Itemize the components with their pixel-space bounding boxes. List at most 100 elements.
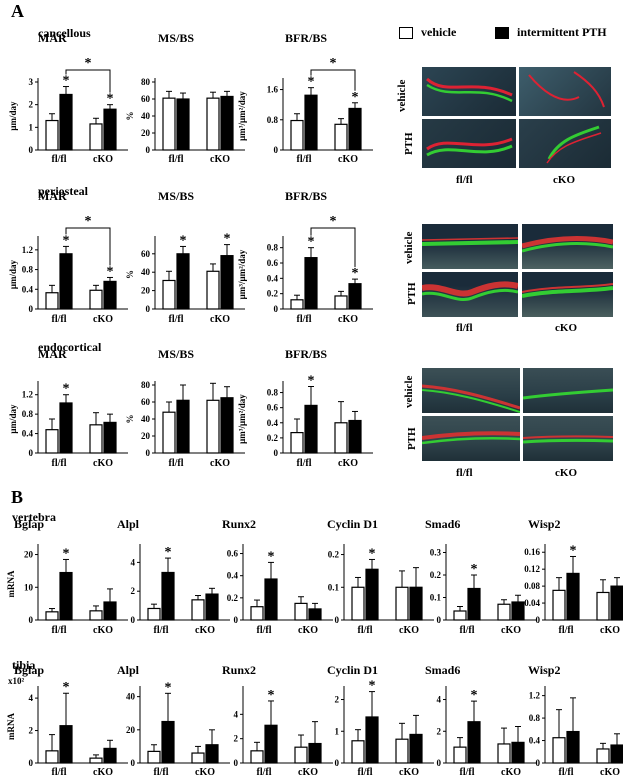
- y-tick-label: 0.8: [267, 388, 279, 398]
- bar-cKO-vehicle: [89, 757, 103, 764]
- category-label: fl/fl: [460, 625, 475, 636]
- bar-cKO-vehicle: [191, 599, 205, 621]
- micrograph-row-label-vehicle-2: vehicle: [403, 231, 415, 264]
- y-axis-label: μm³/μm²/day: [237, 91, 247, 141]
- chart-cancellous-mar: MAR 0 1 2 3 μm/day fl/fl cKO * * *: [8, 31, 128, 165]
- y-tick-label: 0.4: [529, 736, 541, 746]
- chart-title: MAR: [38, 189, 67, 203]
- micrograph-cancellous-pth-flfl: [421, 118, 517, 169]
- legend-vehicle-swatch: [399, 27, 413, 39]
- category-label: cKO: [399, 625, 419, 636]
- chart-title: Bglap: [14, 517, 44, 531]
- significance-star: *: [63, 382, 70, 397]
- bar-flfl-vehicle: [290, 432, 304, 454]
- significance-star: *: [180, 233, 187, 248]
- chart-vertebra-bglap: Bglap 0 10 20 mRNA fl/fl cKO *: [6, 517, 128, 636]
- micrograph-cancellous-vehicle-flfl: [421, 66, 517, 117]
- bar-cKO-vehicle: [334, 123, 348, 151]
- bar-flfl-vehicle: [162, 411, 176, 454]
- bracket-star: *: [85, 214, 92, 229]
- micrograph-col-label-cko-2: cKO: [555, 322, 577, 334]
- micrograph-col-label-cko-1: cKO: [553, 174, 575, 186]
- chart-title: Runx2: [222, 663, 256, 677]
- chart-title: Wisp2: [528, 663, 560, 677]
- category-label: fl/fl: [154, 767, 169, 778]
- y-tick-label: 0.2: [267, 433, 279, 443]
- chart-title: Runx2: [222, 517, 256, 531]
- bar-flfl-vehicle: [162, 97, 176, 151]
- bar-flfl-pth: [176, 253, 190, 310]
- bar-cKO-vehicle: [497, 743, 511, 764]
- y-tick-label: 0: [536, 758, 541, 768]
- y-tick-label: 40: [141, 414, 151, 424]
- bracket-star: *: [330, 214, 337, 229]
- y-tick-label: 20: [126, 725, 136, 735]
- category-label: fl/fl: [257, 767, 272, 778]
- y-tick-label: 0: [274, 304, 279, 314]
- bar-flfl-vehicle: [453, 746, 467, 764]
- category-label: cKO: [338, 154, 358, 165]
- y-tick-label: 3: [29, 77, 34, 87]
- y-tick-label: 0.8: [529, 713, 541, 723]
- y-tick-label: 0.12: [524, 564, 540, 574]
- y-tick-label: 20: [141, 286, 151, 296]
- panel-b-label: B: [11, 487, 24, 507]
- micrograph-row-label-pth-1: PTH: [403, 132, 415, 155]
- chart-periosteal-bfr-bs: BFR/BS 0 0.2 0.4 0.6 0.8 μm³/μm²/day fl/fl cKO * *…: [237, 189, 373, 325]
- bar-flfl-vehicle: [45, 429, 59, 454]
- significance-star: *: [165, 545, 172, 560]
- y-tick-label: 0.4: [22, 429, 34, 439]
- y-axis-label: μm/day: [8, 101, 18, 131]
- y-tick-label: 0.6: [267, 258, 279, 268]
- y-tick-label: 0.6: [267, 403, 279, 413]
- chart-title: BFR/BS: [285, 189, 327, 203]
- y-tick-label: 20: [141, 431, 151, 441]
- y-axis-label: μm³/μm²/day: [237, 394, 247, 444]
- y-tick-label: 0: [536, 615, 541, 625]
- bar-flfl-pth: [176, 399, 190, 454]
- y-tick-label: 0: [29, 145, 34, 155]
- legend-pth-label: intermittent PTH: [517, 25, 607, 39]
- chart-tibia-bglap: Bglap 0 2 4 mRNA x10² fl/fl cKO *: [6, 663, 128, 778]
- y-tick-label: 0: [335, 615, 340, 625]
- category-label: cKO: [210, 458, 230, 469]
- chart-title: MS/BS: [158, 31, 194, 45]
- significance-star: *: [352, 90, 359, 105]
- bar-flfl-pth: [176, 98, 190, 151]
- category-label: cKO: [195, 767, 215, 778]
- y-tick-label: 0.2: [267, 289, 279, 299]
- y-tick-label: 0.6: [227, 549, 239, 559]
- micrograph-periosteal-pth-flfl: [421, 271, 519, 318]
- y-tick-label: 0: [131, 615, 136, 625]
- category-label: cKO: [93, 154, 113, 165]
- bar-flfl-pth: [467, 721, 481, 764]
- bar-flfl-vehicle: [453, 610, 467, 621]
- chart-tibia-runx2: Runx2 0 2 4 fl/fl cKO *: [222, 663, 333, 778]
- chart-periosteal-ms-bs: MS/BS 0 20 40 60% fl/fl cKO * *: [125, 189, 245, 325]
- y-tick-label: 0: [29, 448, 34, 458]
- y-tick-label: 0: [437, 615, 442, 625]
- comparison-bracket: [65, 69, 111, 93]
- bar-flfl-pth: [566, 730, 580, 764]
- bar-cKO-pth: [103, 280, 117, 310]
- region-endocortical: endocortical: [38, 340, 102, 354]
- y-tick-label: 2: [335, 695, 340, 705]
- region-periosteal: periosteal: [38, 184, 88, 198]
- category-label: cKO: [195, 625, 215, 636]
- category-label: fl/fl: [52, 767, 67, 778]
- bar-cKO-vehicle: [89, 424, 103, 454]
- chart-endocortical-bfr-bs: BFR/BS 0 0.2 0.4 0.6 0.8 μm³/μm²/day fl/fl cKO *: [237, 347, 373, 469]
- bar-flfl-vehicle: [147, 607, 161, 621]
- bar-cKO-vehicle: [89, 123, 103, 151]
- comparison-bracket: [310, 227, 356, 268]
- category-label: cKO: [93, 767, 113, 778]
- bar-flfl-vehicle: [162, 279, 176, 310]
- y-axis-label: μm³/μm²/day: [237, 249, 247, 299]
- micrograph-row-label-pth-3: PTH: [406, 427, 418, 450]
- micrograph-row-label-vehicle-1: vehicle: [396, 79, 408, 112]
- chart-cancellous-ms-bs: MS/BS 0 20 40 60 80% fl/fl cKO: [125, 31, 245, 165]
- y-tick-label: 60: [141, 249, 151, 259]
- chart-vertebra-wisp2: Wisp2 0 0.04 0.08 0.12 0.16 fl/fl cKO *: [524, 517, 623, 636]
- y-tick-label: 1.6: [267, 85, 279, 95]
- bar-cKO-pth: [308, 608, 322, 621]
